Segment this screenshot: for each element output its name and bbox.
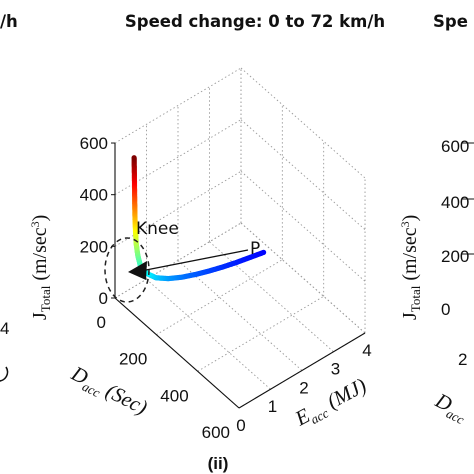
point-label: P bbox=[250, 239, 260, 259]
right-z-tick: 400 bbox=[441, 193, 469, 212]
grid-line bbox=[114, 67, 242, 144]
grid-line bbox=[240, 67, 366, 179]
grid-line bbox=[209, 241, 334, 353]
z-tick-label: 0 bbox=[99, 289, 108, 308]
left-tick-fragment: 4 bbox=[0, 319, 9, 338]
right-title-fragment: Spe bbox=[433, 12, 468, 31]
data-point bbox=[131, 155, 137, 161]
grid-line bbox=[177, 260, 303, 371]
y-tick-label: 3 bbox=[331, 360, 340, 379]
z-tick-label: 600 bbox=[80, 134, 108, 153]
axes: 0 200 400 600 0 200 400 600 0 1 2 3 4 bbox=[80, 134, 372, 442]
right-z-tick: 600 bbox=[441, 137, 469, 156]
grid-line bbox=[156, 259, 283, 336]
z-tick-label: 400 bbox=[80, 186, 108, 205]
right-x-axis-label: Dacc bbox=[429, 388, 472, 428]
grid-line bbox=[240, 171, 366, 282]
grid-line bbox=[146, 278, 271, 390]
y-tick-label: 4 bbox=[362, 341, 371, 360]
x-tick-label: 400 bbox=[160, 386, 188, 405]
chart-title: Speed change: 0 to 72 km/h bbox=[125, 12, 385, 31]
right-x-tick: 2 bbox=[458, 350, 467, 369]
y-tick-label: 2 bbox=[299, 378, 308, 397]
z-tick-label: 200 bbox=[80, 237, 108, 256]
y-tick-label: 1 bbox=[268, 397, 277, 416]
x-axis-label: Dacc (Sec) bbox=[65, 361, 151, 423]
pointer-line bbox=[145, 249, 249, 271]
x-tick-label: 200 bbox=[119, 350, 147, 369]
grid-line bbox=[197, 295, 324, 372]
y-axis-line bbox=[238, 332, 366, 409]
right-z-axis-label: JTotal (m/sec3) bbox=[398, 215, 423, 320]
left-arc-fragment bbox=[0, 366, 9, 382]
left-title-fragment: /h bbox=[0, 12, 18, 31]
right-z-tick: 200 bbox=[441, 247, 469, 266]
pointer-arrowhead bbox=[128, 261, 147, 280]
grid-line bbox=[240, 119, 366, 230]
knee-label: Knee bbox=[136, 219, 179, 239]
right-z-tick: 0 bbox=[441, 300, 450, 319]
x-tick-label: 0 bbox=[97, 313, 106, 332]
x-tick-label: 600 bbox=[202, 423, 230, 442]
panel-label: (ii) bbox=[208, 454, 229, 473]
x-axis-line bbox=[114, 297, 240, 409]
y-tick-label: 0 bbox=[236, 416, 245, 435]
z-axis-label: JTotal (m/sec3) bbox=[28, 215, 53, 320]
